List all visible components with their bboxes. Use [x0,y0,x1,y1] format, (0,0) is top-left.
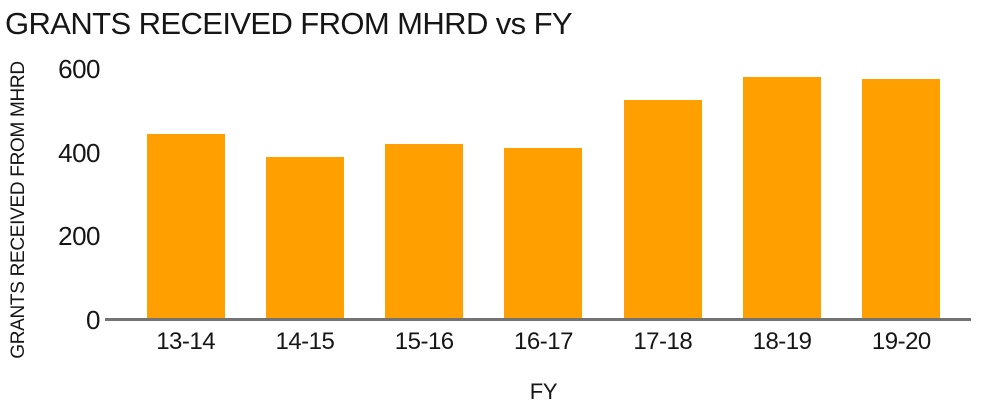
x-tick-label: 13-14 [156,328,216,355]
bar-band [245,69,364,319]
plot-area [126,69,961,319]
bar-band [603,69,722,319]
x-tick-label: 14-15 [275,328,335,355]
bar-band [126,69,245,319]
bar-13-14 [146,133,225,319]
x-tick-label: 15-16 [394,328,454,355]
bar-band [484,69,603,319]
x-axis-line [105,318,971,321]
y-tick-label: 200 [58,221,100,251]
x-axis-title: FY [529,379,558,404]
bar-15-16 [385,144,464,319]
bar-16-17 [504,148,583,319]
bar-19-20 [862,79,941,319]
x-tick-label: 16-17 [514,328,573,355]
chart-title: GRANTS RECEIVED FROM MHRD vs FY [5,6,573,41]
bar-18-19 [743,77,822,319]
x-tick-label: 19-20 [871,328,931,355]
y-tick-label: 400 [58,137,100,168]
x-tick-label: 17-18 [633,328,693,355]
bar-17-18 [623,100,702,319]
y-tick-label: 600 [58,54,100,84]
x-axis-tick-labels: 13-14 14-15 15-16 16-17 17-18 18-19 19-20 [126,329,961,355]
bar-band [722,69,841,319]
bar-band [365,69,484,319]
x-tick-label: 18-19 [752,328,812,355]
bar-band [842,69,961,319]
y-tick-label: 0 [86,304,100,335]
bar-14-15 [265,156,344,319]
